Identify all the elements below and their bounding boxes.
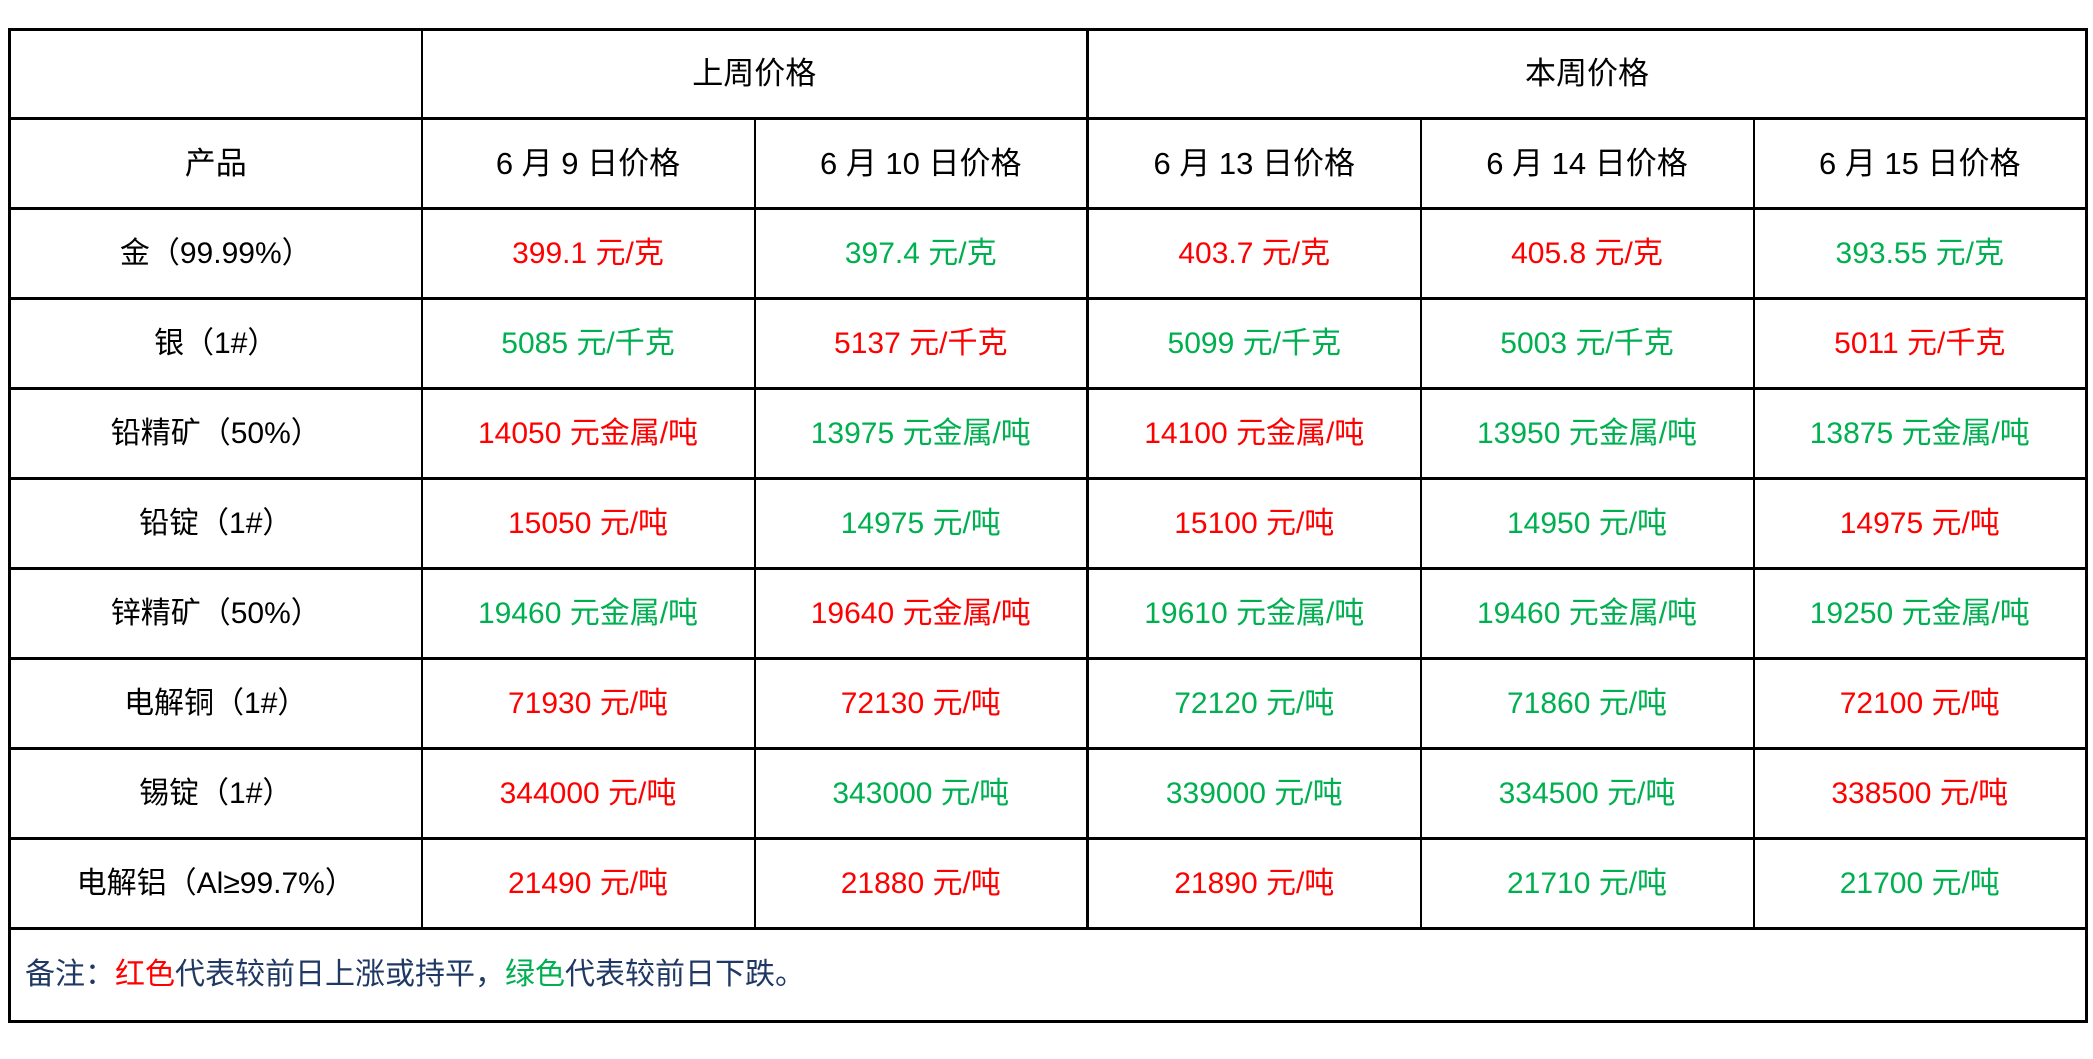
metal-price-table: 上周价格 本周价格 产品 6 月 9 日价格 6 月 10 日价格 6 月 13… [8, 28, 2088, 1023]
price-cell: 5099 元/千克 [1086, 297, 1422, 390]
table-row-tin-ingot: 锡锭（1#） 344000 元/吨 343000 元/吨 339000 元/吨 … [8, 747, 2088, 840]
price-cell: 14975 元/吨 [1752, 477, 2088, 570]
price-cell: 21890 元/吨 [1086, 837, 1422, 930]
price-cell: 399.1 元/克 [420, 207, 756, 300]
note-red-desc: 代表较前日上涨或持平， [175, 958, 505, 991]
date-header-jun9: 6 月 9 日价格 [420, 117, 756, 210]
price-cell: 405.8 元/克 [1419, 207, 1755, 300]
price-cell: 5137 元/千克 [753, 297, 1089, 390]
table-row-electrolytic-copper: 电解铜（1#） 71930 元/吨 72130 元/吨 72120 元/吨 71… [8, 657, 2088, 750]
note-green-desc: 代表较前日下跌。 [565, 958, 805, 991]
price-cell: 14100 元金属/吨 [1086, 387, 1422, 480]
price-cell: 21710 元/吨 [1419, 837, 1755, 930]
price-cell: 13875 元金属/吨 [1752, 387, 2088, 480]
date-header-jun15: 6 月 15 日价格 [1752, 117, 2088, 210]
price-cell: 15050 元/吨 [420, 477, 756, 570]
price-cell: 19250 元金属/吨 [1752, 567, 2088, 660]
date-header-jun13: 6 月 13 日价格 [1086, 117, 1422, 210]
corner-cell [8, 28, 423, 120]
price-cell: 14950 元/吨 [1419, 477, 1755, 570]
price-cell: 71860 元/吨 [1419, 657, 1755, 750]
this-week-group-header: 本周价格 [1086, 28, 2088, 120]
table-row-gold: 金（99.99%） 399.1 元/克 397.4 元/克 403.7 元/克 … [8, 207, 2088, 300]
price-cell: 334500 元/吨 [1419, 747, 1755, 840]
note-row: 备注：红色代表较前日上涨或持平，绿色代表较前日下跌。 [8, 927, 2088, 1023]
price-cell: 72130 元/吨 [753, 657, 1089, 750]
date-header-jun10: 6 月 10 日价格 [753, 117, 1089, 210]
price-cell: 403.7 元/克 [1086, 207, 1422, 300]
price-cell: 5085 元/千克 [420, 297, 756, 390]
table-row-silver: 银（1#） 5085 元/千克 5137 元/千克 5099 元/千克 5003… [8, 297, 2088, 390]
product-name: 金（99.99%） [8, 207, 423, 300]
product-name: 银（1#） [8, 297, 423, 390]
date-header-row: 产品 6 月 9 日价格 6 月 10 日价格 6 月 13 日价格 6 月 1… [8, 117, 2088, 210]
product-name: 电解铜（1#） [8, 657, 423, 750]
product-name: 锡锭（1#） [8, 747, 423, 840]
price-cell: 14050 元金属/吨 [420, 387, 756, 480]
table-row-zinc-concentrate: 锌精矿（50%） 19460 元金属/吨 19640 元金属/吨 19610 元… [8, 567, 2088, 660]
price-cell: 19460 元金属/吨 [420, 567, 756, 660]
price-cell: 71930 元/吨 [420, 657, 756, 750]
last-week-group-header: 上周价格 [420, 28, 1089, 120]
product-name: 电解铝（Al≥99.7%） [8, 837, 423, 930]
note-red-label: 红色 [115, 958, 175, 991]
price-cell: 72100 元/吨 [1752, 657, 2088, 750]
date-header-jun14: 6 月 14 日价格 [1419, 117, 1755, 210]
price-cell: 19640 元金属/吨 [753, 567, 1089, 660]
price-cell: 343000 元/吨 [753, 747, 1089, 840]
note-prefix: 备注： [25, 958, 115, 991]
table-row-lead-concentrate: 铅精矿（50%） 14050 元金属/吨 13975 元金属/吨 14100 元… [8, 387, 2088, 480]
price-cell: 5003 元/千克 [1419, 297, 1755, 390]
group-header-row: 上周价格 本周价格 [8, 28, 2088, 120]
product-name: 锌精矿（50%） [8, 567, 423, 660]
price-cell: 21880 元/吨 [753, 837, 1089, 930]
note-green-label: 绿色 [505, 958, 565, 991]
product-column-header: 产品 [8, 117, 423, 210]
table-row-electrolytic-aluminum: 电解铝（Al≥99.7%） 21490 元/吨 21880 元/吨 21890 … [8, 837, 2088, 930]
price-cell: 72120 元/吨 [1086, 657, 1422, 750]
price-cell: 15100 元/吨 [1086, 477, 1422, 570]
product-name: 铅精矿（50%） [8, 387, 423, 480]
price-cell: 19460 元金属/吨 [1419, 567, 1755, 660]
price-cell: 13950 元金属/吨 [1419, 387, 1755, 480]
price-cell: 19610 元金属/吨 [1086, 567, 1422, 660]
price-cell: 21490 元/吨 [420, 837, 756, 930]
table-row-lead-ingot: 铅锭（1#） 15050 元/吨 14975 元/吨 15100 元/吨 149… [8, 477, 2088, 570]
product-name: 铅锭（1#） [8, 477, 423, 570]
price-cell: 397.4 元/克 [753, 207, 1089, 300]
price-cell: 14975 元/吨 [753, 477, 1089, 570]
price-cell: 344000 元/吨 [420, 747, 756, 840]
price-cell: 21700 元/吨 [1752, 837, 2088, 930]
price-cell: 5011 元/千克 [1752, 297, 2088, 390]
legend-note: 备注：红色代表较前日上涨或持平，绿色代表较前日下跌。 [8, 927, 2088, 1023]
price-cell: 13975 元金属/吨 [753, 387, 1089, 480]
price-cell: 338500 元/吨 [1752, 747, 2088, 840]
price-cell: 393.55 元/克 [1752, 207, 2088, 300]
price-cell: 339000 元/吨 [1086, 747, 1422, 840]
